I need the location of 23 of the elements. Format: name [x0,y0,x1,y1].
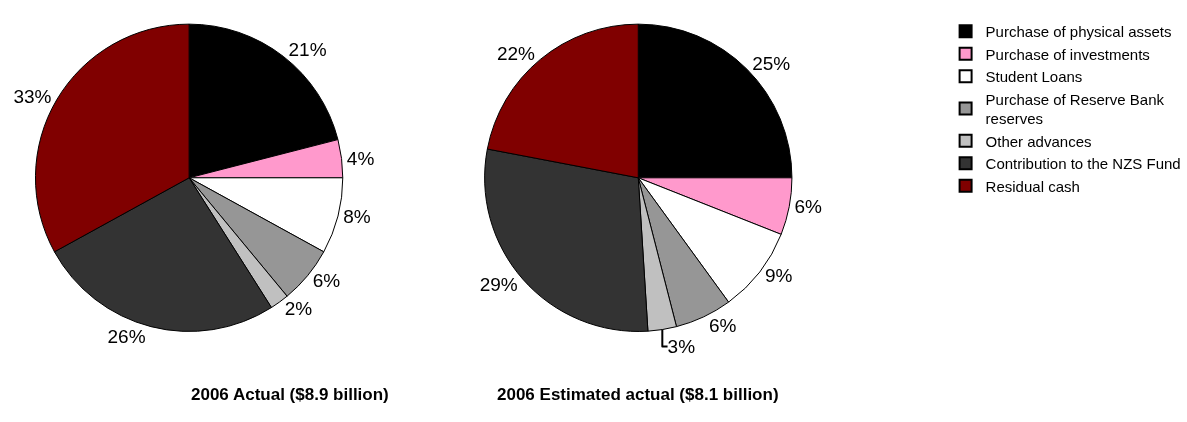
legend-label: Purchase of physical assets [985,23,1172,41]
data-label: 4% [346,147,375,169]
legend-label: Student Loans [985,68,1083,86]
legend-label: Purchase of Reserve Bank reserves [985,90,1165,128]
data-label: 8% [343,206,371,228]
legend-label: Other advances [985,132,1092,150]
data-label: 3% [667,335,696,357]
text: 2006 Estimated actual ($8.1 billion) [497,385,779,404]
data-label: 25% [752,53,791,75]
text: 2006 Actual ($8.9 billion) [191,385,389,404]
data-label: 9% [764,265,793,287]
data-label: 21% [288,39,327,61]
data-label: 22% [496,42,536,64]
data-label: 29% [479,273,518,295]
data-label: 2% [284,298,313,320]
data-label: 26% [107,325,146,347]
legend-label: Contribution to the NZS Fund [985,155,1181,173]
legend-label: Purchase of investments [985,45,1150,63]
legend-label: Residual cash [985,177,1080,195]
data-label: 6% [794,196,823,218]
data-label: 33% [13,86,52,108]
data-label: 6% [312,269,341,291]
data-label: 6% [708,314,737,336]
